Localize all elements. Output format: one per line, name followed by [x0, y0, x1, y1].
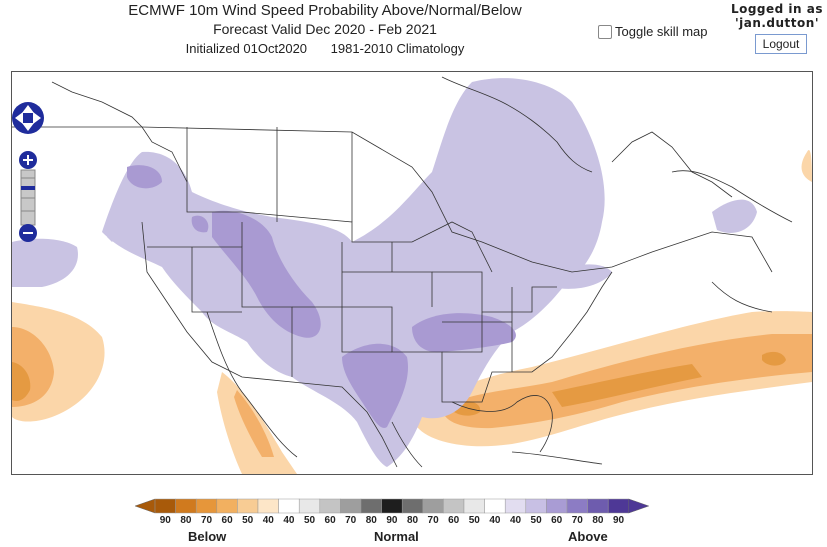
zoom-in-button[interactable]	[19, 151, 37, 169]
legend-swatch	[422, 498, 444, 514]
legend-value: 60	[221, 515, 233, 526]
below-normal-areas	[12, 149, 812, 474]
legend-value: 80	[592, 515, 604, 526]
username: 'jan.dutton'	[734, 16, 819, 30]
legend-value: 50	[242, 515, 254, 526]
legend-swatch	[216, 498, 238, 514]
legend-swatch	[195, 498, 218, 514]
legend-swatch	[381, 498, 403, 514]
initialized-text: Initialized 01Oct2020	[185, 41, 308, 56]
above-normal-areas	[12, 78, 757, 467]
legend-value: 40	[283, 515, 295, 526]
legend-value: 50	[530, 515, 542, 526]
legend-arrow-below	[135, 498, 156, 514]
legend-value: 90	[612, 515, 625, 526]
legend-swatch	[525, 498, 547, 514]
legend-swatch	[319, 498, 341, 514]
legend-value: 40	[262, 515, 274, 526]
legend-above-label: Above	[568, 529, 608, 544]
legend-value: 80	[406, 515, 419, 526]
legend-normal-label: Normal	[374, 529, 419, 544]
legend-swatch	[298, 498, 321, 514]
legend-swatch	[607, 498, 630, 514]
legend-swatch	[504, 498, 527, 514]
pan-up-icon	[22, 105, 34, 113]
pan-down-icon	[22, 123, 34, 131]
probability-color-legend	[135, 498, 650, 514]
legend-swatch	[587, 498, 609, 514]
legend-value: 60	[448, 515, 460, 526]
legend-swatch	[566, 498, 588, 514]
pan-left-icon	[15, 112, 23, 124]
legend-swatch	[175, 498, 197, 514]
logout-button[interactable]: Logout	[755, 34, 807, 54]
logged-in-label: Logged in as	[730, 2, 823, 16]
map-canvas	[12, 76, 812, 474]
legend-swatch	[484, 498, 506, 514]
legend-swatch	[340, 498, 362, 514]
map-zoom-pan-control[interactable]	[12, 93, 47, 243]
legend-swatch	[546, 498, 568, 514]
zoom-slider[interactable]	[20, 169, 36, 226]
legend-value: 90	[159, 515, 171, 526]
zoom-out-button[interactable]	[19, 224, 37, 242]
climatology-text: 1981-2010 Climatology	[330, 41, 465, 56]
legend-value: 40	[489, 515, 501, 526]
legend-value: 70	[345, 515, 357, 526]
map-title: ECMWF 10m Wind Speed Probability Above/N…	[128, 2, 522, 19]
legend-value: 50	[303, 515, 316, 526]
toggle-skill-label: Toggle skill map	[615, 24, 708, 39]
legend-swatch	[443, 498, 465, 514]
legend-value: 80	[180, 515, 192, 526]
toggle-skill-map[interactable]: Toggle skill map	[598, 24, 708, 39]
legend-value: 70	[571, 515, 583, 526]
legend-value: 50	[468, 515, 480, 526]
legend-value: 80	[365, 515, 377, 526]
forecast-valid-subtitle: Forecast Valid Dec 2020 - Feb 2021	[213, 21, 437, 37]
legend-swatch	[463, 498, 485, 514]
legend-swatch	[401, 498, 424, 514]
legend-arrow-above	[628, 498, 650, 514]
legend-value: 60	[551, 515, 563, 526]
legend-below-label: Below	[188, 529, 227, 544]
toggle-skill-checkbox[interactable]	[598, 24, 612, 39]
pan-control[interactable]	[12, 102, 44, 134]
legend-value: 40	[509, 515, 522, 526]
legend-value: 70	[200, 515, 213, 526]
legend-swatch	[360, 498, 382, 514]
legend-swatch	[237, 498, 259, 514]
legend-value: 70	[427, 515, 439, 526]
legend-swatch	[257, 498, 279, 514]
forecast-map[interactable]	[11, 71, 813, 475]
legend-value: 60	[324, 515, 336, 526]
login-status: Logged in as 'jan.dutton'	[731, 2, 823, 30]
legend-swatch	[154, 498, 176, 514]
legend-swatch	[278, 498, 300, 514]
init-climatology-line: Initialized 01Oct2020 1981-2010 Climatol…	[0, 41, 650, 56]
pan-right-icon	[33, 112, 41, 124]
legend-value: 90	[386, 515, 398, 526]
map-boundaries	[12, 76, 793, 468]
